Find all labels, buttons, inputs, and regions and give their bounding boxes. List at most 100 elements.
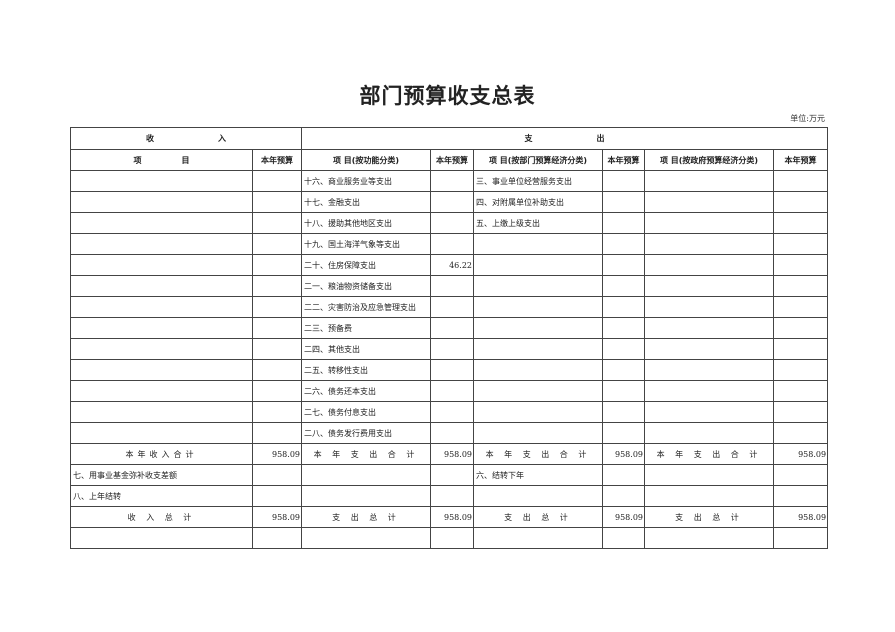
budget-value-cell <box>772 485 829 507</box>
table-row: 二六、债务还本支出 <box>70 380 829 402</box>
item-cell: 四、对附属单位补助支出 <box>473 191 603 213</box>
column-header: 本年预算 <box>430 149 474 171</box>
page-title: 部门预算收支总表 <box>359 84 536 108</box>
item-cell <box>644 359 774 381</box>
budget-value-cell <box>252 212 302 234</box>
budget-value-cell: 958.09 <box>430 506 474 528</box>
item-cell <box>644 296 774 318</box>
item-cell: 十六、商业服务业等支出 <box>301 170 431 192</box>
table-row: 二一、粮油物资储备支出 <box>70 275 829 297</box>
budget-value-cell <box>602 317 645 339</box>
item-cell <box>473 296 603 318</box>
budget-value-cell <box>430 191 474 213</box>
budget-value-cell <box>772 233 829 255</box>
item-cell <box>70 275 253 297</box>
item-cell: 本 年 支 出 合 计 <box>473 443 603 465</box>
budget-value-cell <box>602 359 645 381</box>
item-cell <box>301 527 431 549</box>
budget-value-cell <box>252 317 302 339</box>
budget-value-cell <box>772 380 829 402</box>
budget-value-cell <box>252 296 302 318</box>
item-cell <box>644 254 774 276</box>
table-row: 十七、金融支出 四、对附属单位补助支出 <box>70 191 829 213</box>
budget-value-cell <box>252 380 302 402</box>
column-header: 项 目 <box>70 149 253 171</box>
item-cell <box>70 191 253 213</box>
budget-value-cell <box>252 527 302 549</box>
budget-value-cell <box>772 212 829 234</box>
budget-value-cell <box>252 233 302 255</box>
budget-value-cell <box>772 338 829 360</box>
item-cell: 五、上缴上级支出 <box>473 212 603 234</box>
item-cell <box>473 401 603 423</box>
table-row: 二三、预备费 <box>70 317 829 339</box>
table-row: 收 入 总 计 958.09 支 出 总 计 958.09 支 出 总 计 958.09 支… <box>70 506 829 528</box>
budget-value-cell <box>772 527 829 549</box>
item-cell: 本 年 支 出 合 计 <box>301 443 431 465</box>
budget-value-cell <box>602 527 645 549</box>
item-cell <box>644 422 774 444</box>
budget-value-cell <box>772 464 829 486</box>
budget-value-cell <box>602 191 645 213</box>
budget-value-cell <box>430 527 474 549</box>
table-row: 本年收入合计 958.09 本 年 支 出 合 计 958.09 本 年 支 出 合 计… <box>70 443 829 465</box>
item-cell: 支 出 总 计 <box>644 506 774 528</box>
budget-value-cell <box>430 485 474 507</box>
budget-value-cell <box>602 254 645 276</box>
item-cell: 二五、转移性支出 <box>301 359 431 381</box>
table-row: 二七、债务付息支出 <box>70 401 829 423</box>
budget-value-cell <box>602 464 645 486</box>
budget-value-cell <box>430 170 474 192</box>
table-row: 十六、商业服务业等支出 三、事业单位经营服务支出 <box>70 170 829 192</box>
budget-value-cell <box>772 170 829 192</box>
item-cell <box>644 170 774 192</box>
item-cell: 八、上年结转 <box>70 485 253 507</box>
budget-value-cell <box>772 422 829 444</box>
item-cell <box>473 254 603 276</box>
item-cell <box>70 401 253 423</box>
budget-value-cell <box>252 338 302 360</box>
budget-value-cell <box>602 485 645 507</box>
budget-value-cell <box>252 422 302 444</box>
item-cell <box>473 338 603 360</box>
item-cell <box>644 485 774 507</box>
budget-value-cell <box>602 170 645 192</box>
item-cell <box>70 422 253 444</box>
budget-value-cell <box>430 275 474 297</box>
budget-value-cell <box>772 317 829 339</box>
section-header-row: 收 入 支 出 <box>70 127 829 150</box>
item-cell: 十八、援助其他地区支出 <box>301 212 431 234</box>
item-cell: 二二、灾害防治及应急管理支出 <box>301 296 431 318</box>
item-cell <box>70 338 253 360</box>
item-cell: 二六、债务还本支出 <box>301 380 431 402</box>
budget-value-cell <box>602 233 645 255</box>
table-row: 二五、转移性支出 <box>70 359 829 381</box>
table-row: 七、用事业基金弥补收支差额 六、结转下年 <box>70 464 829 486</box>
column-header-row: 项 目本年预算项 目(按功能分类) 本年预算项 目(按部门预算经济分类) 本年预算项… <box>70 149 829 171</box>
budget-value-cell: 958.09 <box>602 506 645 528</box>
item-cell <box>473 422 603 444</box>
budget-value-cell: 958.09 <box>602 443 645 465</box>
budget-value-cell <box>430 317 474 339</box>
item-cell <box>644 380 774 402</box>
item-cell: 二七、债务付息支出 <box>301 401 431 423</box>
budget-value-cell <box>602 296 645 318</box>
item-cell: 支 出 总 计 <box>301 506 431 528</box>
budget-value-cell <box>430 233 474 255</box>
item-cell <box>473 359 603 381</box>
budget-table: 收 入 支 出 项 目本年预算项 目(按功能分类) 本年预算项 目(按部门预算经济… <box>70 127 829 549</box>
budget-value-cell <box>602 275 645 297</box>
item-cell <box>70 317 253 339</box>
budget-value-cell <box>602 380 645 402</box>
item-cell <box>70 212 253 234</box>
table-row: 二十、住房保障支出 46.22 <box>70 254 829 276</box>
item-cell <box>644 527 774 549</box>
item-cell <box>70 254 253 276</box>
budget-value-cell <box>602 212 645 234</box>
budget-value-cell: 958.09 <box>252 443 302 465</box>
budget-value-cell <box>430 422 474 444</box>
table-row: 十九、国土海洋气象等支出 <box>70 233 829 255</box>
item-cell: 收 入 总 计 <box>70 506 253 528</box>
item-cell <box>70 380 253 402</box>
item-cell <box>644 212 774 234</box>
